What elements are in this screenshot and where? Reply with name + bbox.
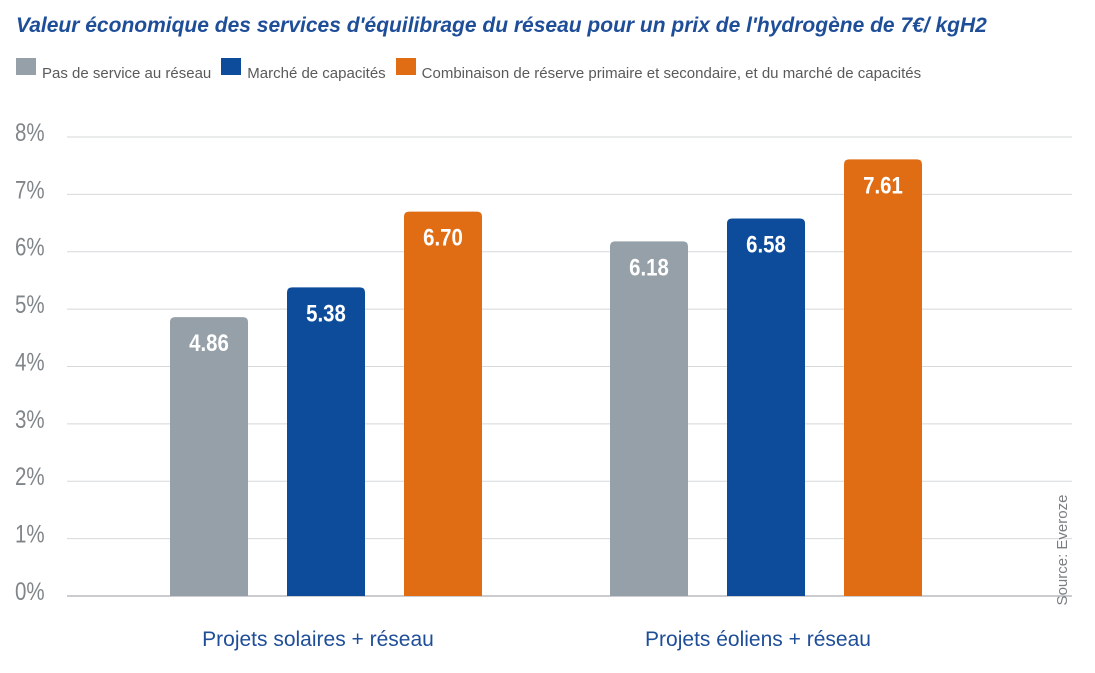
y-tick-label: 7% xyxy=(15,175,45,203)
bar xyxy=(844,159,922,596)
bar-value-label: 4.86 xyxy=(189,330,229,357)
legend-swatch-pas-de-service xyxy=(16,58,36,75)
legend: Pas de service au réseau Marché de capac… xyxy=(16,58,931,82)
legend-label-combinaison: Combinaison de réserve primaire et secon… xyxy=(421,65,922,82)
y-tick-label: 1% xyxy=(15,520,45,548)
y-tick-label: 5% xyxy=(15,290,45,318)
category-label: Projets éoliens + réseau xyxy=(645,628,871,651)
legend-swatch-combinaison xyxy=(395,58,416,75)
y-tick-label: 2% xyxy=(15,462,45,490)
legend-item-combinaison: Combinaison de réserve primaire et secon… xyxy=(395,58,922,82)
bar-value-label: 6.70 xyxy=(423,224,463,251)
y-tick-label: 6% xyxy=(15,233,45,261)
bar xyxy=(287,287,365,596)
chart-title: Valeur économique des services d'équilib… xyxy=(16,14,987,37)
y-tick-label: 4% xyxy=(15,348,45,376)
bar xyxy=(610,241,688,597)
bar-value-label: 5.38 xyxy=(306,300,346,327)
source-label: Source: Everoze xyxy=(1054,495,1071,606)
bar xyxy=(170,317,248,596)
legend-item-pas-de-service: Pas de service au réseau xyxy=(16,58,211,82)
bar-value-label: 6.58 xyxy=(746,231,786,258)
y-tick-label: 0% xyxy=(15,577,45,605)
y-tick-label: 3% xyxy=(15,405,45,433)
category-label: Projets solaires + réseau xyxy=(202,628,434,651)
legend-item-marche-capacites: Marché de capacités xyxy=(221,58,386,82)
legend-label-marche-capacites: Marché de capacités xyxy=(247,65,386,82)
bar xyxy=(727,218,805,596)
legend-label-pas-de-service: Pas de service au réseau xyxy=(42,65,212,82)
bar-value-label: 7.61 xyxy=(863,172,903,199)
legend-swatch-marche-capacites xyxy=(221,58,242,75)
y-tick-label: 8% xyxy=(15,118,45,146)
bar-value-label: 6.18 xyxy=(629,254,669,281)
bar xyxy=(404,211,482,596)
